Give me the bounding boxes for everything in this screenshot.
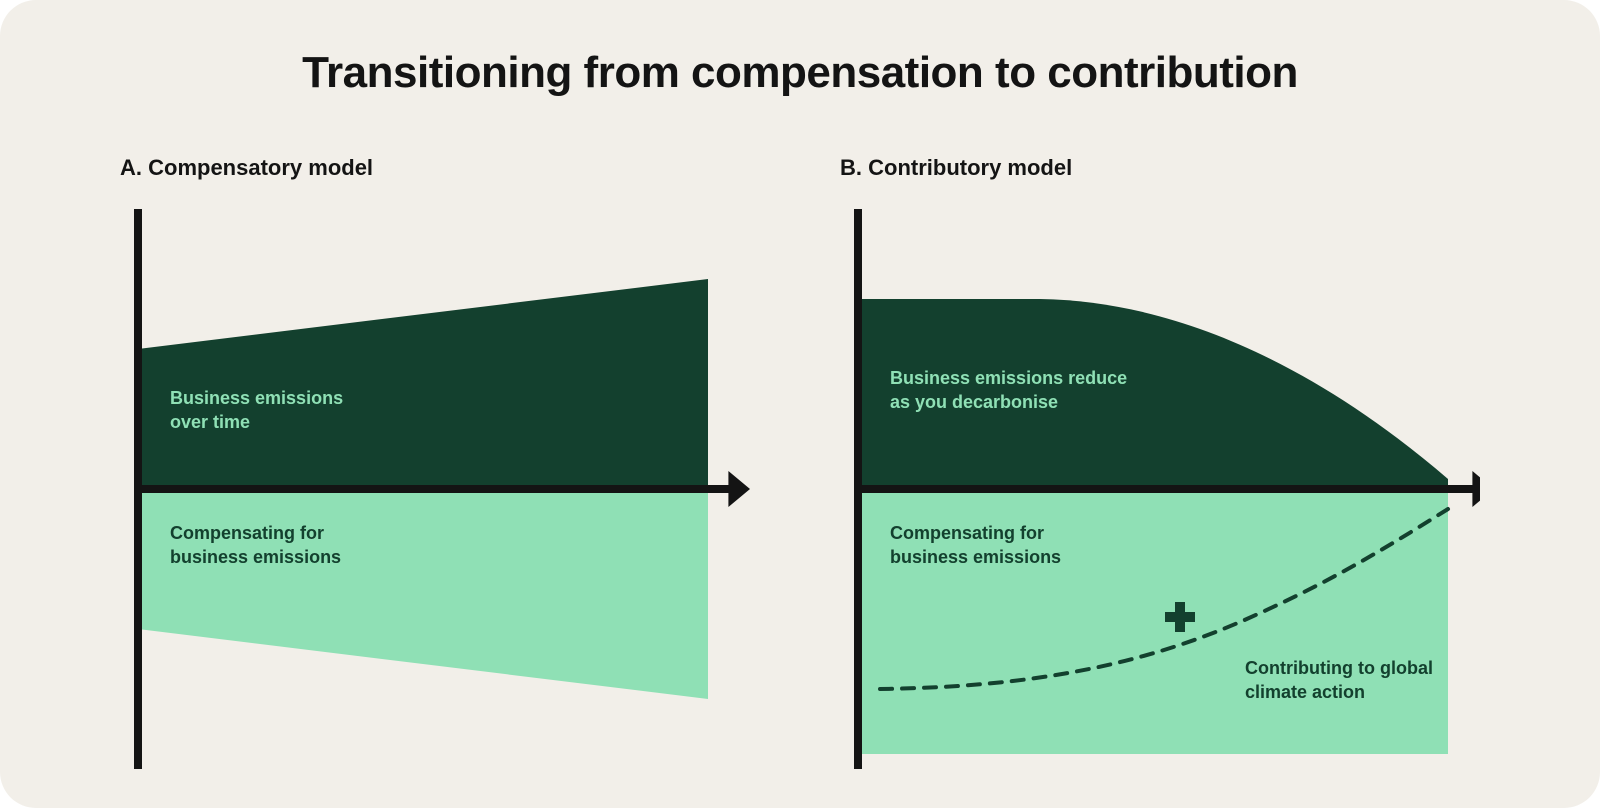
panel-b-chart: Business emissions reduceas you decarbon… [840, 209, 1480, 769]
panel-a: A. Compensatory model Business emissions… [120, 155, 760, 769]
panel-a-chart: Business emissionsover timeCompensating … [120, 209, 760, 769]
panel-b: B. Contributory model Business emissions… [840, 155, 1480, 769]
main-title: Transitioning from compensation to contr… [0, 48, 1600, 98]
panel-b-title: B. Contributory model [840, 155, 1480, 181]
diagram-card: Transitioning from compensation to contr… [0, 0, 1600, 808]
panel-a-title: A. Compensatory model [120, 155, 760, 181]
panels-row: A. Compensatory model Business emissions… [0, 155, 1600, 769]
